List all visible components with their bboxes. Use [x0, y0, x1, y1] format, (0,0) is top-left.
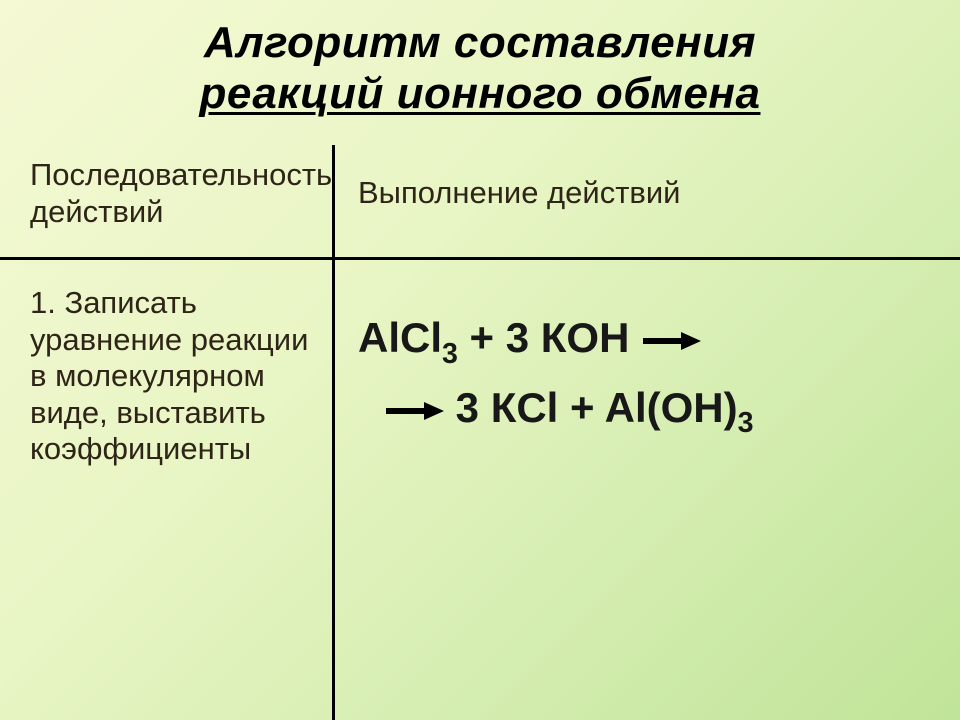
equation-block: AlCl3 + 3 КОН 3 КCl + Al(OH)3 [358, 305, 918, 444]
product-1: КCl + [479, 384, 605, 431]
plus-1: + [458, 314, 506, 361]
title-line-1: Алгоритм составления [0, 18, 960, 69]
row-divider [0, 257, 960, 260]
equation-line-1: AlCl3 + 3 КОН [358, 305, 918, 375]
step-text: 1. Записать уравнение реакции в молекуля… [30, 285, 320, 468]
slide-title: Алгоритм составления реакций ионного обм… [0, 0, 960, 119]
column-divider [332, 145, 335, 720]
header-left: Последовательность действий [30, 157, 320, 230]
algorithm-table: Последовательность действий Выполнение д… [0, 145, 960, 720]
product-2: Al(OH)3 [605, 384, 754, 431]
coef-3: 3 [456, 384, 479, 431]
header-right: Выполнение действий [358, 175, 918, 212]
title-line-2: реакций ионного обмена [0, 69, 960, 120]
equation-line-2: 3 КCl + Al(OH)3 [358, 375, 918, 445]
reagent-2: КОН [529, 314, 629, 361]
coef-2: 3 [506, 314, 529, 361]
arrow-icon [641, 330, 701, 352]
reagent-1: AlCl3 [358, 314, 458, 361]
arrow-icon [384, 400, 444, 422]
